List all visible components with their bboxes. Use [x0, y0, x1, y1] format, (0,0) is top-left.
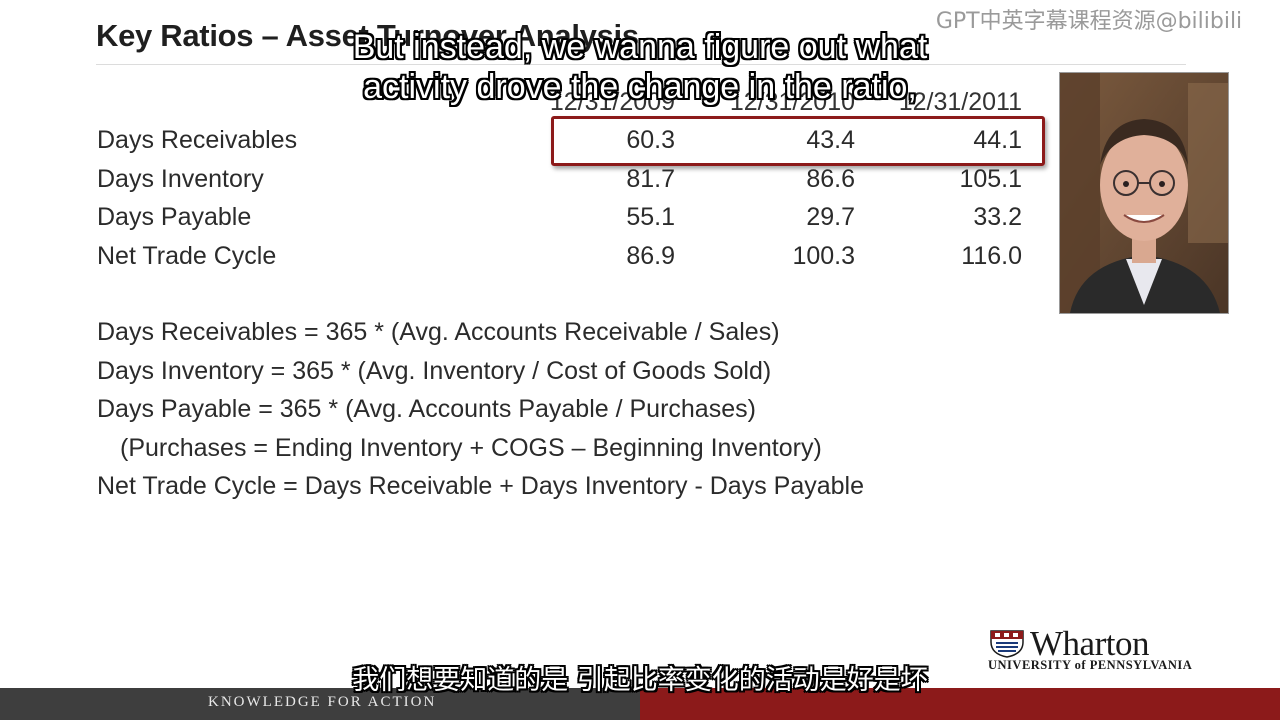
slide-title: Key Ratios – Asset Turnover Analysis	[96, 18, 639, 53]
cell-days-inventory-2009: 81.7	[626, 165, 675, 193]
subtitle-english-line2: activity drove the change in the ratio,	[363, 68, 917, 106]
cell-days-inventory-2010: 86.6	[806, 165, 855, 193]
cell-days-receivables-2011: 44.1	[973, 126, 1022, 154]
row-label-days-payable: Days Payable	[97, 203, 252, 231]
formula-net-trade-cycle: Net Trade Cycle = Days Receivable + Days…	[97, 472, 865, 500]
cell-net-trade-cycle-2011: 116.0	[961, 242, 1022, 270]
cell-net-trade-cycle-2009: 86.9	[626, 242, 675, 270]
row-label-days-receivables: Days Receivables	[97, 126, 298, 154]
row-label-days-inventory: Days Inventory	[97, 165, 264, 193]
subtitle-chinese: 我们想要知道的是 引起比率变化的活动是好是坏	[352, 665, 928, 696]
cell-days-payable-2009: 55.1	[626, 203, 675, 231]
cell-net-trade-cycle-2010: 100.3	[792, 242, 855, 270]
cell-days-receivables-2009: 60.3	[626, 126, 675, 154]
formula-days-payable: Days Payable = 365 * (Avg. Accounts Paya…	[97, 395, 756, 423]
footer-bar-right	[640, 688, 1280, 720]
logo-name: Wharton	[1030, 624, 1149, 663]
logo-university: UNIVERSITY of PENNSYLVANIA	[988, 658, 1193, 672]
formula-days-inventory: Days Inventory = 365 * (Avg. Inventory /…	[97, 357, 772, 385]
cell-days-receivables-2010: 43.4	[806, 126, 855, 154]
penn-shield-icon	[990, 630, 1024, 658]
presenter-video	[1059, 72, 1229, 314]
presenter-image	[1060, 73, 1228, 313]
column-header-2011: 12/31/2011	[898, 88, 1022, 116]
highlight-box	[551, 116, 1045, 166]
cell-days-inventory-2011: 105.1	[959, 165, 1022, 193]
title-divider	[96, 64, 1186, 65]
footer-tagline: KNOWLEDGE FOR ACTION	[208, 694, 437, 710]
subtitle-english-line1: But instead, we wanna figure out what	[352, 28, 928, 66]
cell-days-payable-2010: 29.7	[806, 203, 855, 231]
column-header-2009: 12/31/2009	[549, 88, 675, 116]
cell-days-payable-2011: 33.2	[973, 203, 1022, 231]
footer-bar-left	[0, 688, 640, 720]
column-header-2010: 12/31/2010	[729, 88, 855, 116]
formula-days-receivables: Days Receivables = 365 * (Avg. Accounts …	[97, 318, 780, 346]
formula-purchases: (Purchases = Ending Inventory + COGS – B…	[120, 434, 822, 462]
watermark: GPT中英字幕课程资源@bilibili	[906, 4, 1272, 40]
wharton-logo: Wharton UNIVERSITY of PENNSYLVANIA	[988, 624, 1193, 674]
row-label-net-trade-cycle: Net Trade Cycle	[97, 242, 277, 270]
